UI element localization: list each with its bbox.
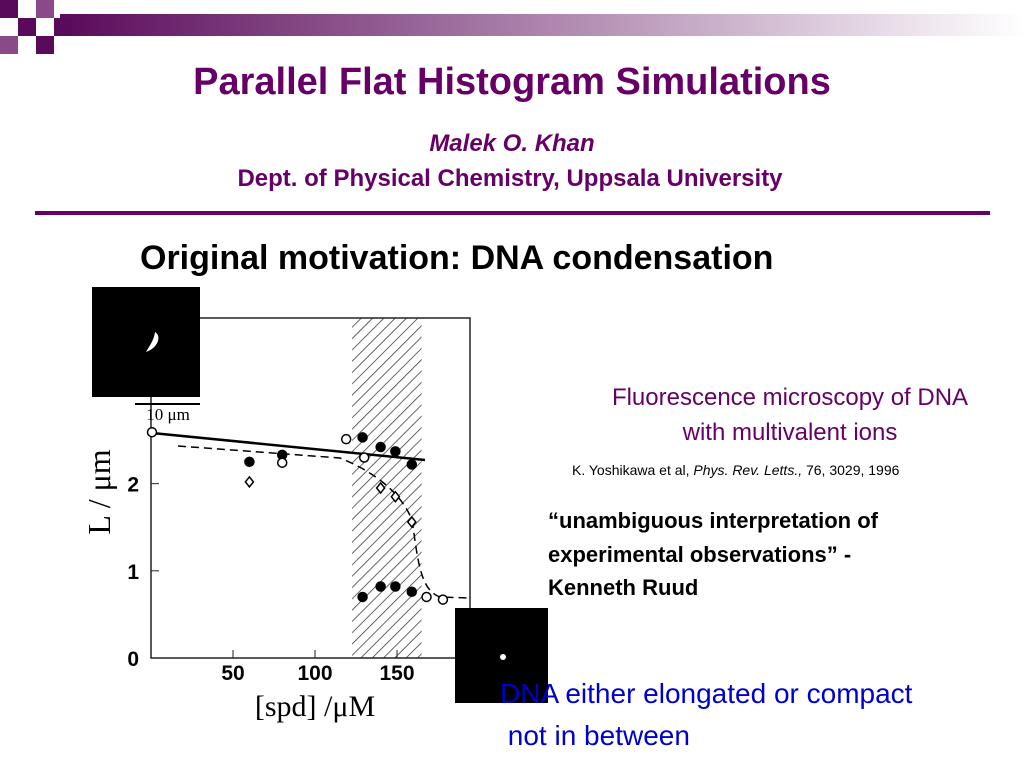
fit-curve: [177, 445, 471, 599]
reference-journal: Phys. Rev. Letts.,: [693, 462, 802, 478]
x-tick-label: 100: [297, 662, 332, 685]
data-point: [357, 432, 368, 443]
data-point: [437, 594, 449, 605]
caption: Fluorescence microscopy of DNA: [612, 384, 968, 411]
fit-line: [151, 431, 426, 462]
data-point: [406, 515, 417, 529]
caption: with multivalent ions: [682, 419, 898, 446]
data-point: [358, 452, 370, 463]
dna-dot: [500, 654, 506, 660]
author: Malek O. Khan: [429, 130, 594, 157]
data-point: [244, 456, 255, 468]
quote: “unambiguous interpretation of: [548, 508, 879, 533]
y-tick-label: 1: [127, 561, 139, 584]
reference: K. Yoshikawa et al, Phys. Rev. Letts., 7…: [572, 462, 900, 478]
subtitle: Original motivation: DNA condensation: [140, 239, 773, 277]
reference-part: K. Yoshikawa et al,: [572, 462, 693, 478]
data-point: [375, 581, 386, 592]
data-point: [244, 475, 255, 489]
shaded-region: [352, 318, 422, 658]
scale-bar-label: 10 μm: [146, 405, 190, 424]
x-axis-label: [spd] /μM: [255, 690, 375, 723]
y-axis-label: L / μm: [81, 449, 117, 534]
data-point: [406, 459, 418, 470]
data-point: [406, 586, 418, 597]
reference-part: 76, 3029, 1996: [802, 462, 900, 478]
conclusion: DNA either elongated or compact: [500, 678, 913, 709]
data-point: [390, 446, 401, 457]
data-point: [421, 591, 432, 603]
data-point: [390, 490, 401, 503]
conclusion: not in between: [500, 720, 690, 751]
x-tick-label: 50: [221, 662, 244, 685]
quote: experimental observations” -: [548, 542, 851, 567]
affiliation: Dept. of Physical Chemistry, Uppsala Uni…: [237, 165, 783, 192]
data-point: [146, 426, 158, 438]
decoration: [0, 0, 1024, 215]
data-point: [375, 481, 386, 495]
data-point: [357, 591, 368, 603]
data-point: [390, 581, 401, 592]
quote: Kenneth Ruud: [548, 575, 698, 600]
y-tick-label: 0: [127, 648, 139, 671]
data-point: [340, 433, 352, 445]
dna-blob: [146, 332, 159, 352]
plot-frame: [150, 317, 471, 659]
data-point: [375, 441, 386, 453]
title: Parallel Flat Histogram Simulations: [193, 61, 831, 103]
figure: 50 100 150 0 1 2 L / μm [spd] /μM 10 μm: [81, 287, 548, 723]
data-point: [276, 457, 288, 468]
micrograph: [92, 287, 200, 397]
y-tick-label: 2: [127, 474, 139, 497]
x-tick-label: 150: [379, 662, 414, 685]
